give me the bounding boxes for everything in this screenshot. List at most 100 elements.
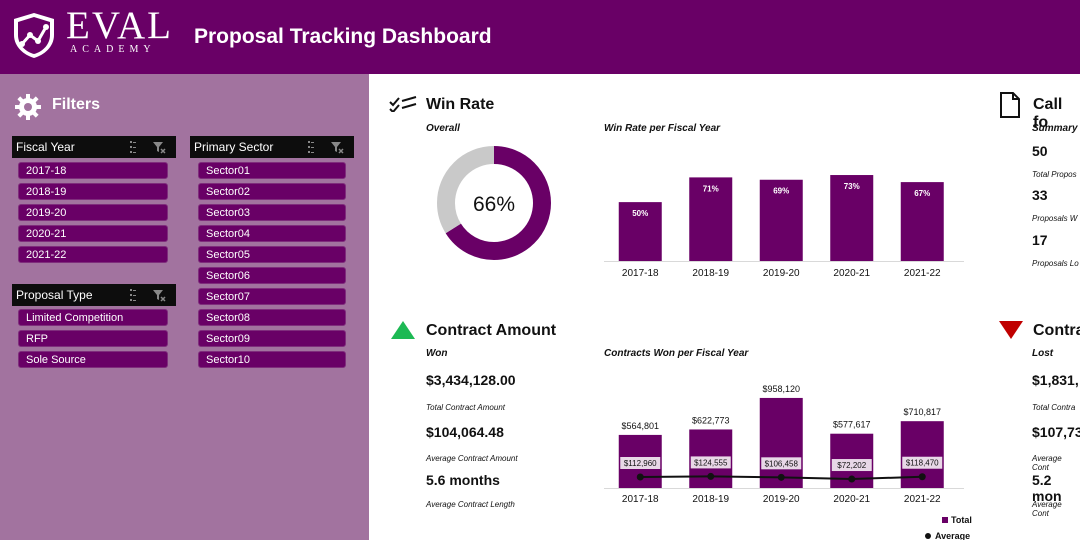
lost-total-value: $1,831, xyxy=(1032,372,1079,388)
legend-total-label: Total xyxy=(951,515,972,525)
proposal-type-slicer-header: Proposal Type xyxy=(12,284,176,306)
average-label-bg xyxy=(690,456,731,469)
clear-filter-icon[interactable] xyxy=(152,288,166,302)
fiscal-year-option[interactable]: 2018-19 xyxy=(18,183,168,200)
contract-amount-title: Contract Amount xyxy=(426,322,557,339)
win-rate-bar xyxy=(618,202,662,261)
average-label-bg xyxy=(761,457,802,470)
total-contract-label: $564,801 xyxy=(621,421,659,431)
average-marker xyxy=(918,473,926,481)
total-contract-amount-label: Total Contract Amount xyxy=(426,403,506,412)
clear-filter-icon[interactable] xyxy=(152,140,166,154)
primary-sector-option[interactable]: Sector05 xyxy=(198,246,346,263)
total-contract-label: $710,817 xyxy=(903,407,941,417)
primary-sector-slicer: Primary Sector Sector01 Sector02 Sector0… xyxy=(190,136,354,372)
proposals-lost-value: 17 xyxy=(1032,232,1048,248)
average-contract-length-value: 5.6 months xyxy=(426,472,500,488)
lost-label: Lost xyxy=(1032,348,1054,359)
fiscal-year-option[interactable]: 2019-20 xyxy=(18,204,168,221)
total-contract-label: $958,120 xyxy=(762,384,800,394)
primary-sector-option[interactable]: Sector08 xyxy=(198,309,346,326)
contract-lost-title: Contra xyxy=(1033,322,1080,339)
lost-length-label: Average Cont xyxy=(1032,500,1062,518)
x-tick-label: 2017-18 xyxy=(622,268,659,279)
proposals-won-value: 33 xyxy=(1032,187,1048,203)
x-tick-label: 2021-22 xyxy=(904,268,941,279)
average-contract-amount-label: Average Contract Amount xyxy=(426,454,518,463)
x-tick-label: 2018-19 xyxy=(692,268,729,279)
primary-sector-option[interactable]: Sector09 xyxy=(198,330,346,347)
filters-title: Filters xyxy=(52,96,101,113)
filters-sidebar: Filters Fiscal Year 2017-18 2018-19 2019… xyxy=(0,74,369,540)
primary-sector-option[interactable]: Sector02 xyxy=(198,183,346,200)
legend-average-label: Average xyxy=(935,531,970,540)
lost-average-value: $107,73 xyxy=(1032,424,1080,440)
primary-sector-slicer-label: Primary Sector xyxy=(194,140,274,154)
donut-center-label: 66% xyxy=(473,193,515,216)
average-marker xyxy=(777,473,785,481)
win-rate-bar xyxy=(900,182,944,261)
overall-label: Overall xyxy=(426,123,460,134)
average-label-bg xyxy=(831,459,872,472)
fiscal-year-option[interactable]: 2017-18 xyxy=(18,162,168,179)
gear-icon xyxy=(15,94,41,120)
average-contract-label: $124,555 xyxy=(694,458,728,467)
multi-select-icon[interactable] xyxy=(128,140,138,154)
win-rate-title: Win Rate xyxy=(426,96,495,113)
donut-slice xyxy=(437,146,551,260)
fiscal-year-option[interactable]: 2020-21 xyxy=(18,225,168,242)
total-contract-label: $622,773 xyxy=(692,415,730,425)
x-tick-label: 2017-18 xyxy=(622,494,659,505)
total-proposals-value: 50 xyxy=(1032,143,1048,159)
win-rate-bar xyxy=(759,179,803,261)
triangle-down-icon xyxy=(999,321,1023,339)
multi-select-icon[interactable] xyxy=(128,288,138,302)
win-rate-bar-label: 50% xyxy=(632,209,648,218)
x-tick-label: 2020-21 xyxy=(833,268,870,279)
proposal-type-option[interactable]: Limited Competition xyxy=(18,309,168,326)
average-label-bg xyxy=(620,457,661,469)
total-contract-bar xyxy=(759,397,803,488)
average-contract-length-label: Average Contract Length xyxy=(426,500,515,509)
win-rate-bar-chart: 50% 2017-18 71% 2018-19 69% 2019-20 73% 2020-21… xyxy=(604,175,964,279)
clear-filter-icon[interactable] xyxy=(330,140,344,154)
lost-length-value: 5.2 mon xyxy=(1032,472,1062,504)
primary-sector-option[interactable]: Sector03 xyxy=(198,204,346,221)
primary-sector-option[interactable]: Sector04 xyxy=(198,225,346,242)
win-rate-bar xyxy=(689,177,733,261)
lost-average-label: Average Cont xyxy=(1032,454,1062,472)
win-rate-bar-label: 71% xyxy=(703,184,719,193)
average-marker xyxy=(848,475,856,483)
summary-label: Summary xyxy=(1032,123,1078,134)
win-rate-bar-label: 69% xyxy=(773,187,789,196)
proposal-type-option[interactable]: Sole Source xyxy=(18,351,168,368)
overall-win-rate-donut: 66% xyxy=(437,146,551,260)
primary-sector-option[interactable]: Sector06 xyxy=(198,267,346,284)
proposals-lost-label: Proposals Lo xyxy=(1032,259,1079,268)
proposal-type-option[interactable]: RFP xyxy=(18,330,168,347)
win-rate-bar xyxy=(830,175,874,261)
x-tick-label: 2021-22 xyxy=(904,494,941,505)
fiscal-year-slicer-label: Fiscal Year xyxy=(16,140,75,154)
call-for-title: Call fo xyxy=(1033,96,1063,131)
triangle-up-icon xyxy=(391,321,415,339)
primary-sector-option[interactable]: Sector01 xyxy=(198,162,346,179)
primary-sector-option[interactable]: Sector07 xyxy=(198,288,346,305)
fiscal-year-option[interactable]: 2021-22 xyxy=(18,246,168,263)
proposal-type-slicer: Proposal Type Limited Competition RFP So… xyxy=(12,284,176,374)
total-contract-label: $577,617 xyxy=(833,420,871,430)
average-marker xyxy=(707,472,715,480)
average-label-bg xyxy=(902,456,943,469)
header-bar: EVAL ACADEMY Proposal Tracking Dashboard xyxy=(0,0,1080,74)
multi-select-icon[interactable] xyxy=(306,140,316,154)
proposal-type-slicer-label: Proposal Type xyxy=(16,288,93,302)
proposals-won-label: Proposals W xyxy=(1032,214,1078,223)
lost-total-label: Total Contra xyxy=(1032,403,1076,412)
logo-subtext: ACADEMY xyxy=(70,44,156,55)
primary-sector-option[interactable]: Sector10 xyxy=(198,351,346,368)
average-contract-label: $112,960 xyxy=(624,459,657,468)
total-contract-amount-value: $3,434,128.00 xyxy=(426,372,516,388)
average-contract-label: $106,458 xyxy=(765,459,799,468)
x-tick-label: 2020-21 xyxy=(833,494,870,505)
primary-sector-slicer-header: Primary Sector xyxy=(190,136,354,158)
